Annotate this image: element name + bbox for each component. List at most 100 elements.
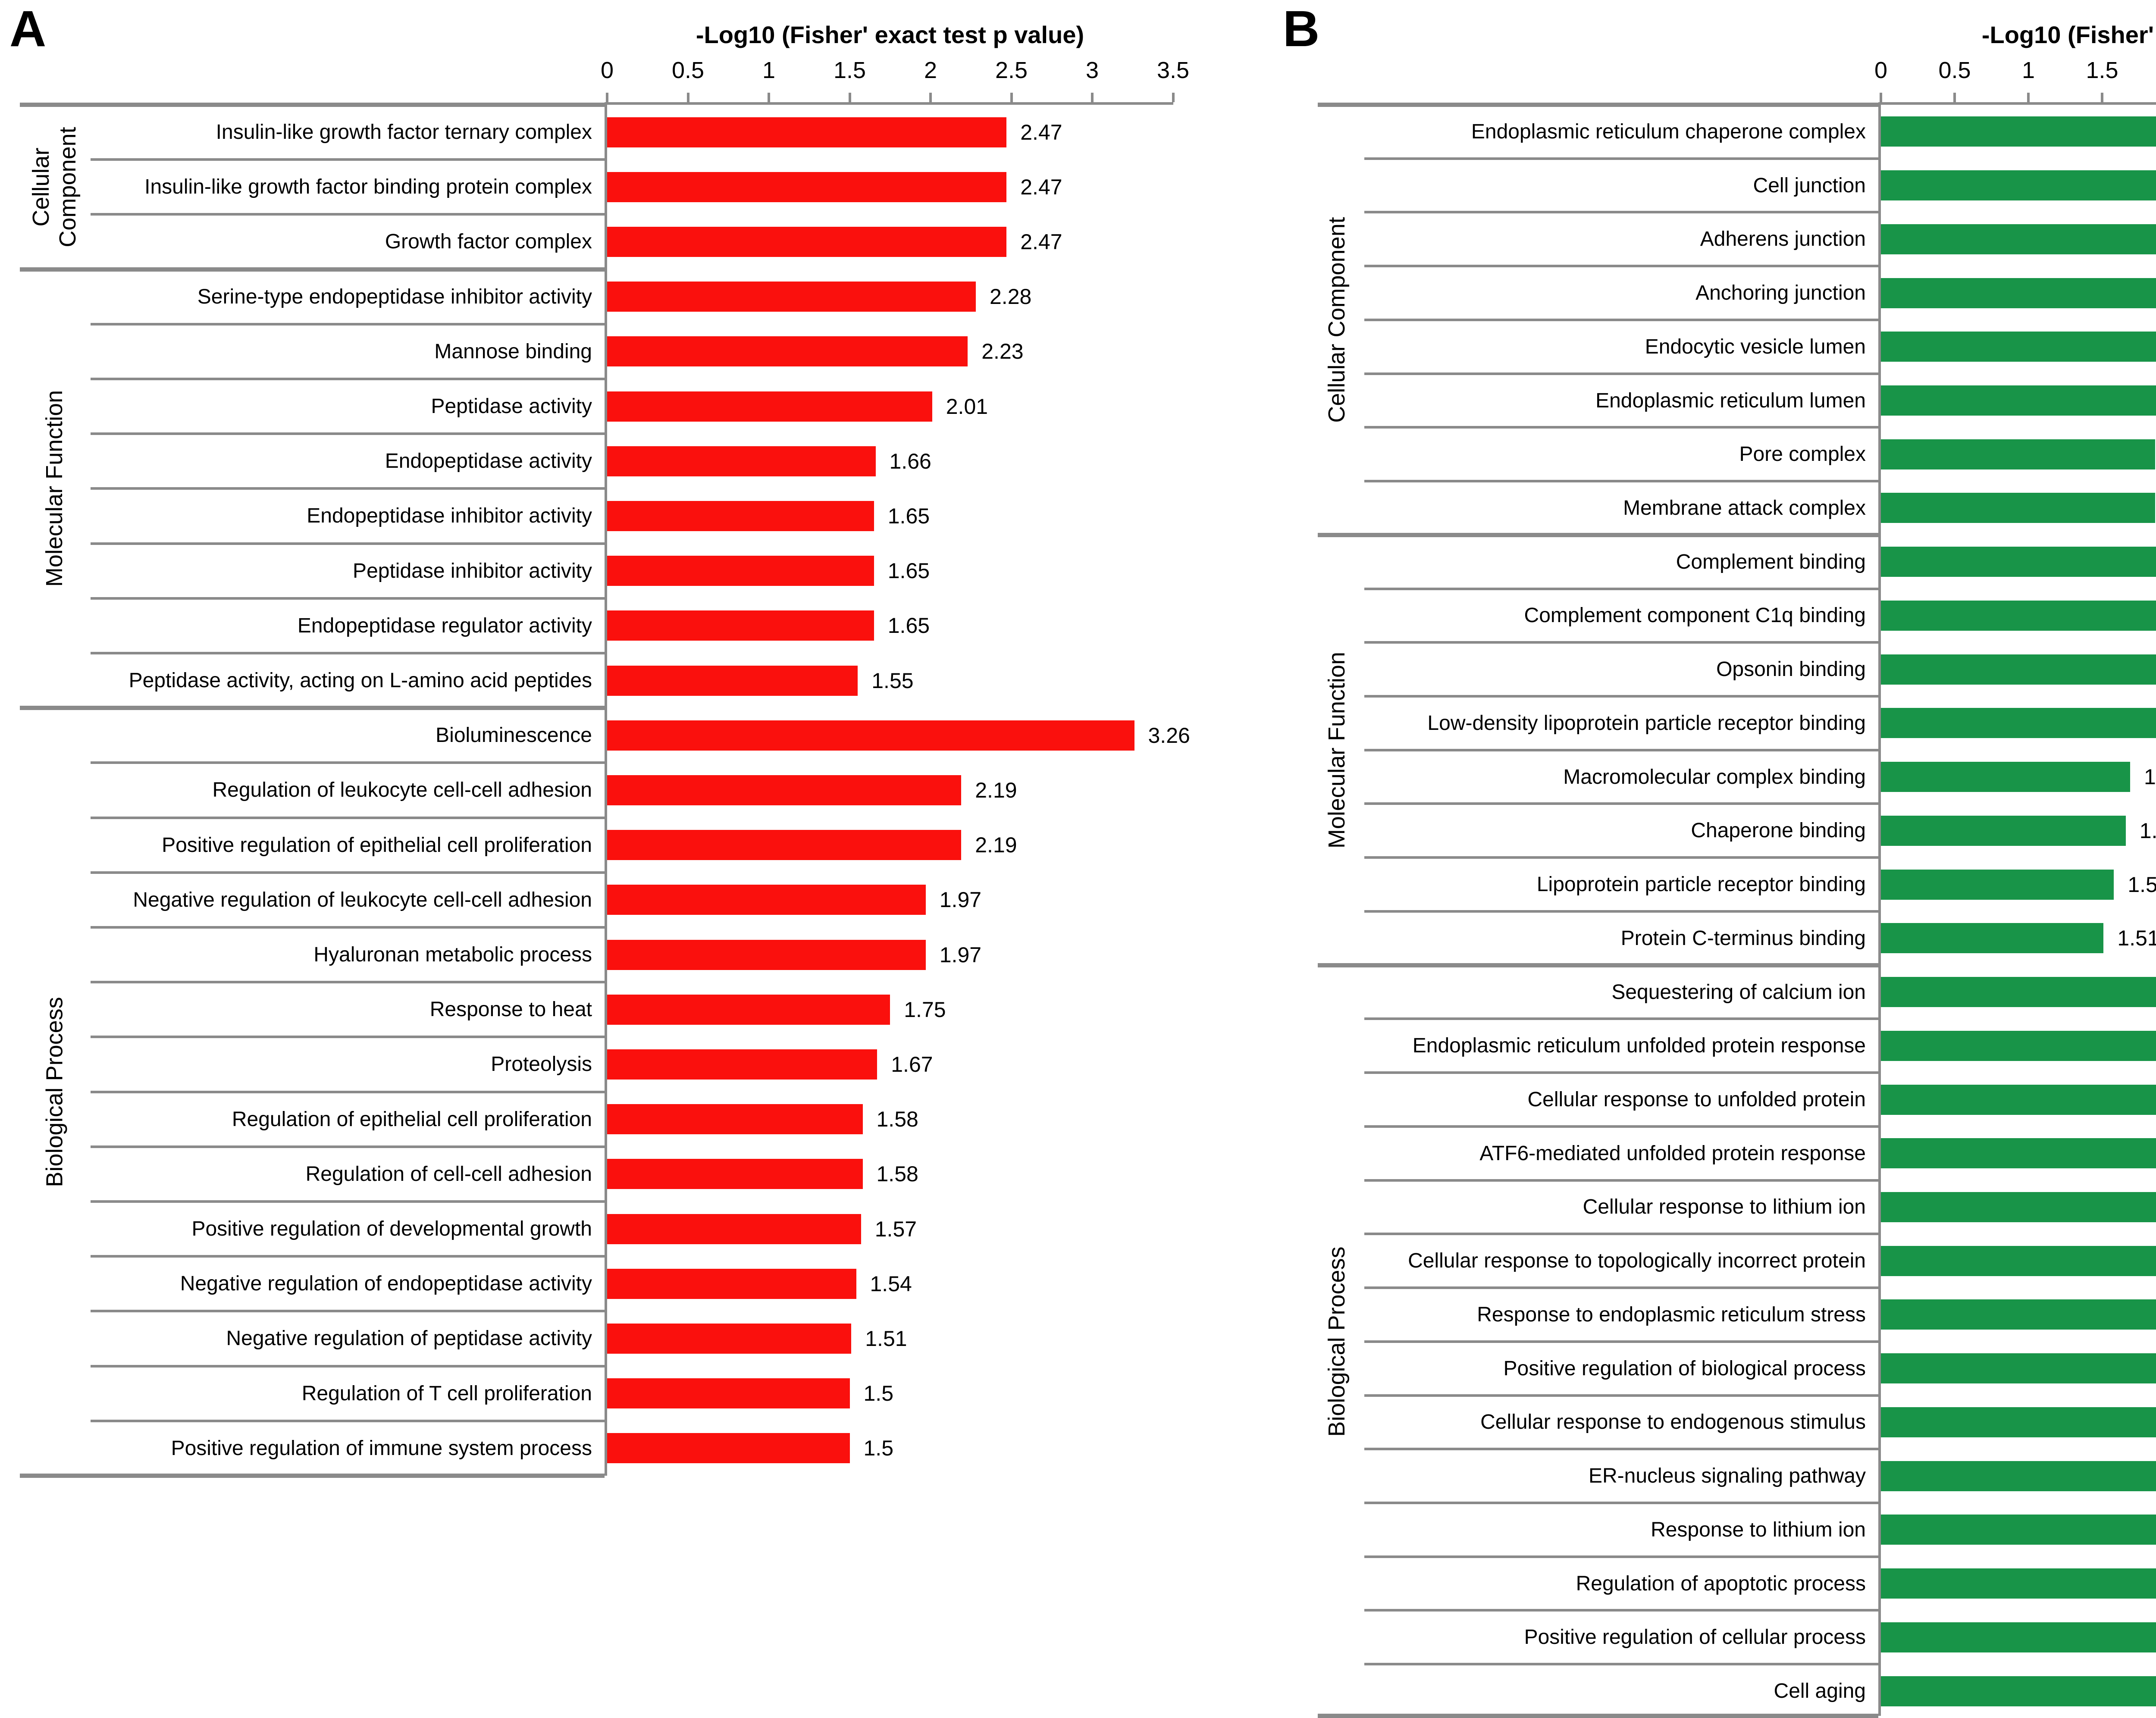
x-tick-label: 1.5 <box>2086 57 2118 83</box>
x-tick-mark <box>2027 93 2030 102</box>
row-separator <box>1364 1071 1878 1074</box>
bar <box>1881 493 2156 523</box>
bar <box>607 775 962 805</box>
row-label: Endopeptidase inhibitor activity <box>307 504 592 528</box>
row-separator <box>1364 426 1878 429</box>
row-label: ER-nucleus signaling pathway <box>1588 1465 1866 1488</box>
bar <box>1881 1515 2156 1545</box>
bar-value-label: 2.19 <box>975 778 1017 802</box>
bar <box>1881 547 2156 577</box>
bar-value-label: 1.55 <box>871 668 914 693</box>
row-separator <box>1364 1125 1878 1128</box>
category-divider <box>1318 963 1878 967</box>
row-separator <box>1364 910 1878 913</box>
category-label: Biological Process <box>41 996 67 1187</box>
row-label: Positive regulation of immune system pro… <box>171 1436 592 1460</box>
x-tick-label: 2 <box>924 57 937 83</box>
bar-value-label: 1.54 <box>870 1271 912 1296</box>
row-separator <box>1364 1663 1878 1666</box>
row-label: Pore complex <box>1739 443 1866 466</box>
bar <box>1881 1568 2156 1599</box>
bar-value-label: 1.69 <box>2143 765 2156 789</box>
bar <box>1881 815 2126 846</box>
bar <box>607 1159 863 1189</box>
row-separator <box>91 432 605 435</box>
row-label: Positive regulation of biological proces… <box>1503 1357 1866 1380</box>
bar <box>607 501 874 531</box>
row-separator <box>91 1090 605 1093</box>
row-separator <box>1364 1286 1878 1289</box>
row-separator <box>91 871 605 874</box>
panel-letter-b: B <box>1283 0 1320 57</box>
x-tick-mark <box>1953 93 1956 102</box>
row-separator <box>1364 1179 1878 1182</box>
row-label: Complement component C1q binding <box>1524 604 1866 627</box>
row-label: Negative regulation of endopeptidase act… <box>180 1272 592 1296</box>
bar-value-label: 1.51 <box>865 1326 907 1351</box>
bar <box>1881 1622 2156 1652</box>
row-label: Mannose binding <box>434 340 592 363</box>
row-separator <box>1364 318 1878 321</box>
bar <box>1881 923 2104 954</box>
bar <box>1881 1407 2156 1437</box>
bar <box>1881 224 2156 254</box>
category-label: Cellular Component <box>1323 217 1350 423</box>
bar <box>1881 654 2156 685</box>
row-separator <box>1364 265 1878 268</box>
row-label: Chaperone binding <box>1691 819 1866 842</box>
row-label: Peptidase activity <box>431 395 592 418</box>
row-label: Endopeptidase activity <box>385 450 592 473</box>
x-tick-label: 0.5 <box>671 57 705 83</box>
row-label: Cellular response to topologically incor… <box>1408 1249 1866 1273</box>
x-tick-mark <box>768 93 770 102</box>
bar-value-label: 1.58 <box>876 1162 918 1186</box>
category-label: Molecular Function <box>1323 651 1350 848</box>
row-label: Positive regulation of developmental gro… <box>191 1217 592 1241</box>
row-separator <box>1364 748 1878 751</box>
category-divider <box>1318 532 1878 537</box>
row-label: Negative regulation of peptidase activit… <box>226 1327 592 1350</box>
row-separator <box>1364 157 1878 160</box>
row-separator <box>1364 372 1878 375</box>
x-tick-mark <box>929 93 932 102</box>
x-tick-label: 1.5 <box>833 57 866 83</box>
x-tick-label: 3.5 <box>1156 57 1190 83</box>
row-label: Cell aging <box>1774 1680 1866 1703</box>
bar-value-label: 1.97 <box>939 888 982 912</box>
row-label: Regulation of cell-cell adhesion <box>305 1162 592 1186</box>
row-separator <box>91 1255 605 1258</box>
x-axis-line <box>1878 102 2156 105</box>
bar <box>1881 600 2156 631</box>
row-label: Endoplasmic reticulum unfolded protein r… <box>1412 1034 1866 1058</box>
bar <box>607 391 932 422</box>
bar <box>1881 1030 2156 1061</box>
bar <box>607 556 874 586</box>
category-divider <box>20 706 605 710</box>
row-label: Cell junction <box>1753 174 1866 197</box>
row-label: Endoplasmic reticulum chaperone complex <box>1471 120 1866 143</box>
category-divider <box>1318 103 1878 107</box>
bar-value-label: 1.5 <box>863 1381 894 1406</box>
row-separator <box>91 926 605 929</box>
bar <box>607 720 1134 751</box>
bar <box>607 1378 850 1409</box>
row-label: ATF6-mediated unfolded protein response <box>1479 1142 1866 1165</box>
x-tick-label: 0 <box>1874 57 1888 83</box>
bar <box>1881 869 2114 900</box>
row-label: Insulin-like growth factor ternary compl… <box>216 121 592 144</box>
bar <box>607 117 1007 147</box>
bar <box>1881 1245 2156 1276</box>
row-separator <box>91 652 605 654</box>
row-separator <box>91 1200 605 1203</box>
row-separator <box>91 816 605 819</box>
row-label: Insulin-like growth factor binding prote… <box>144 175 592 199</box>
row-label: Cellular response to lithium ion <box>1583 1195 1866 1219</box>
row-label: Protein C-terminus binding <box>1620 926 1866 950</box>
row-separator <box>1364 641 1878 644</box>
bar-value-label: 1.75 <box>904 997 946 1022</box>
row-separator <box>1364 1394 1878 1397</box>
row-separator <box>91 378 605 380</box>
row-separator <box>91 597 605 600</box>
y-axis-line <box>605 102 607 1476</box>
row-label: Opsonin binding <box>1716 658 1866 681</box>
